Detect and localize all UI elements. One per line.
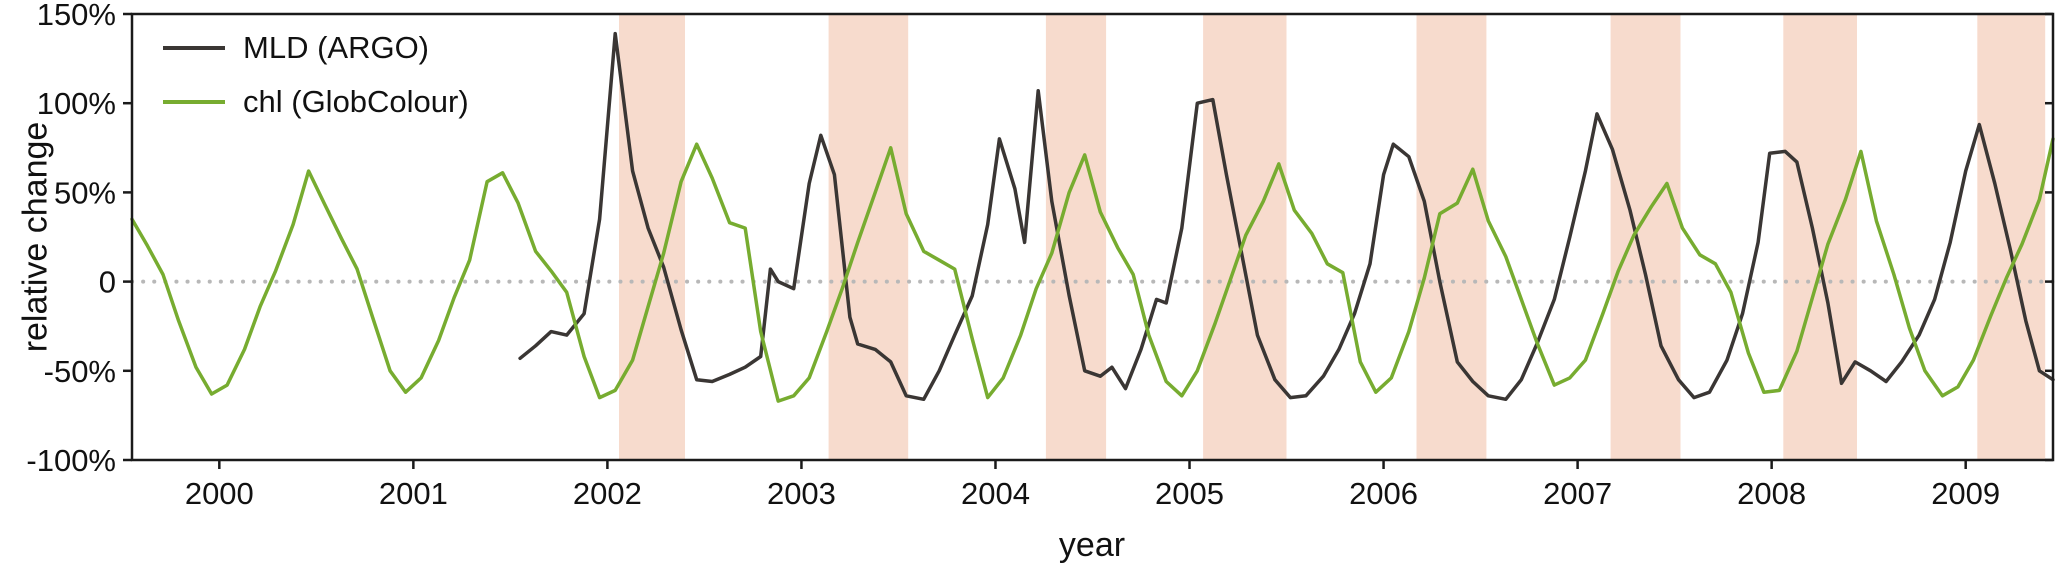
x-tick-label: 2000 <box>185 476 254 511</box>
legend-label-mld: MLD (ARGO) <box>243 30 429 65</box>
highlight-band <box>1977 14 2046 460</box>
legend: MLD (ARGO) chl (GlobColour) <box>163 26 469 124</box>
y-tick-label: 100% <box>37 86 116 121</box>
plot-border <box>130 12 2055 462</box>
legend-item-mld: MLD (ARGO) <box>163 26 469 70</box>
x-tick-label: 2005 <box>1155 476 1224 511</box>
highlight-band <box>1783 14 1857 460</box>
x-tick-label: 2006 <box>1349 476 1418 511</box>
y-tick-label: 50% <box>54 175 116 210</box>
series-line-mld <box>518 31 2055 402</box>
x-tick-label: 2003 <box>767 476 836 511</box>
legend-label-chl: chl (GlobColour) <box>243 84 469 119</box>
mld-line-swatch <box>163 46 225 50</box>
y-axis-label: relative change <box>16 121 55 353</box>
x-axis-label: year <box>1058 526 1126 564</box>
chl-line-swatch <box>163 100 225 104</box>
x-tick-label: 2001 <box>379 476 448 511</box>
x-tick-label: 2002 <box>573 476 642 511</box>
highlight-band <box>1610 14 1681 460</box>
x-tick-label: 2008 <box>1737 476 1806 511</box>
legend-item-chl: chl (GlobColour) <box>163 80 469 124</box>
y-tick-label: -50% <box>44 354 116 389</box>
highlight-band <box>1416 14 1487 460</box>
y-tick-label: 150% <box>37 0 116 32</box>
x-tick-label: 2009 <box>1931 476 2000 511</box>
x-tick-label: 2007 <box>1543 476 1612 511</box>
series-line-chl <box>130 137 2055 403</box>
y-tick-label: -100% <box>26 443 116 478</box>
y-tick-label: 0 <box>99 265 116 300</box>
x-tick-label: 2004 <box>961 476 1030 511</box>
